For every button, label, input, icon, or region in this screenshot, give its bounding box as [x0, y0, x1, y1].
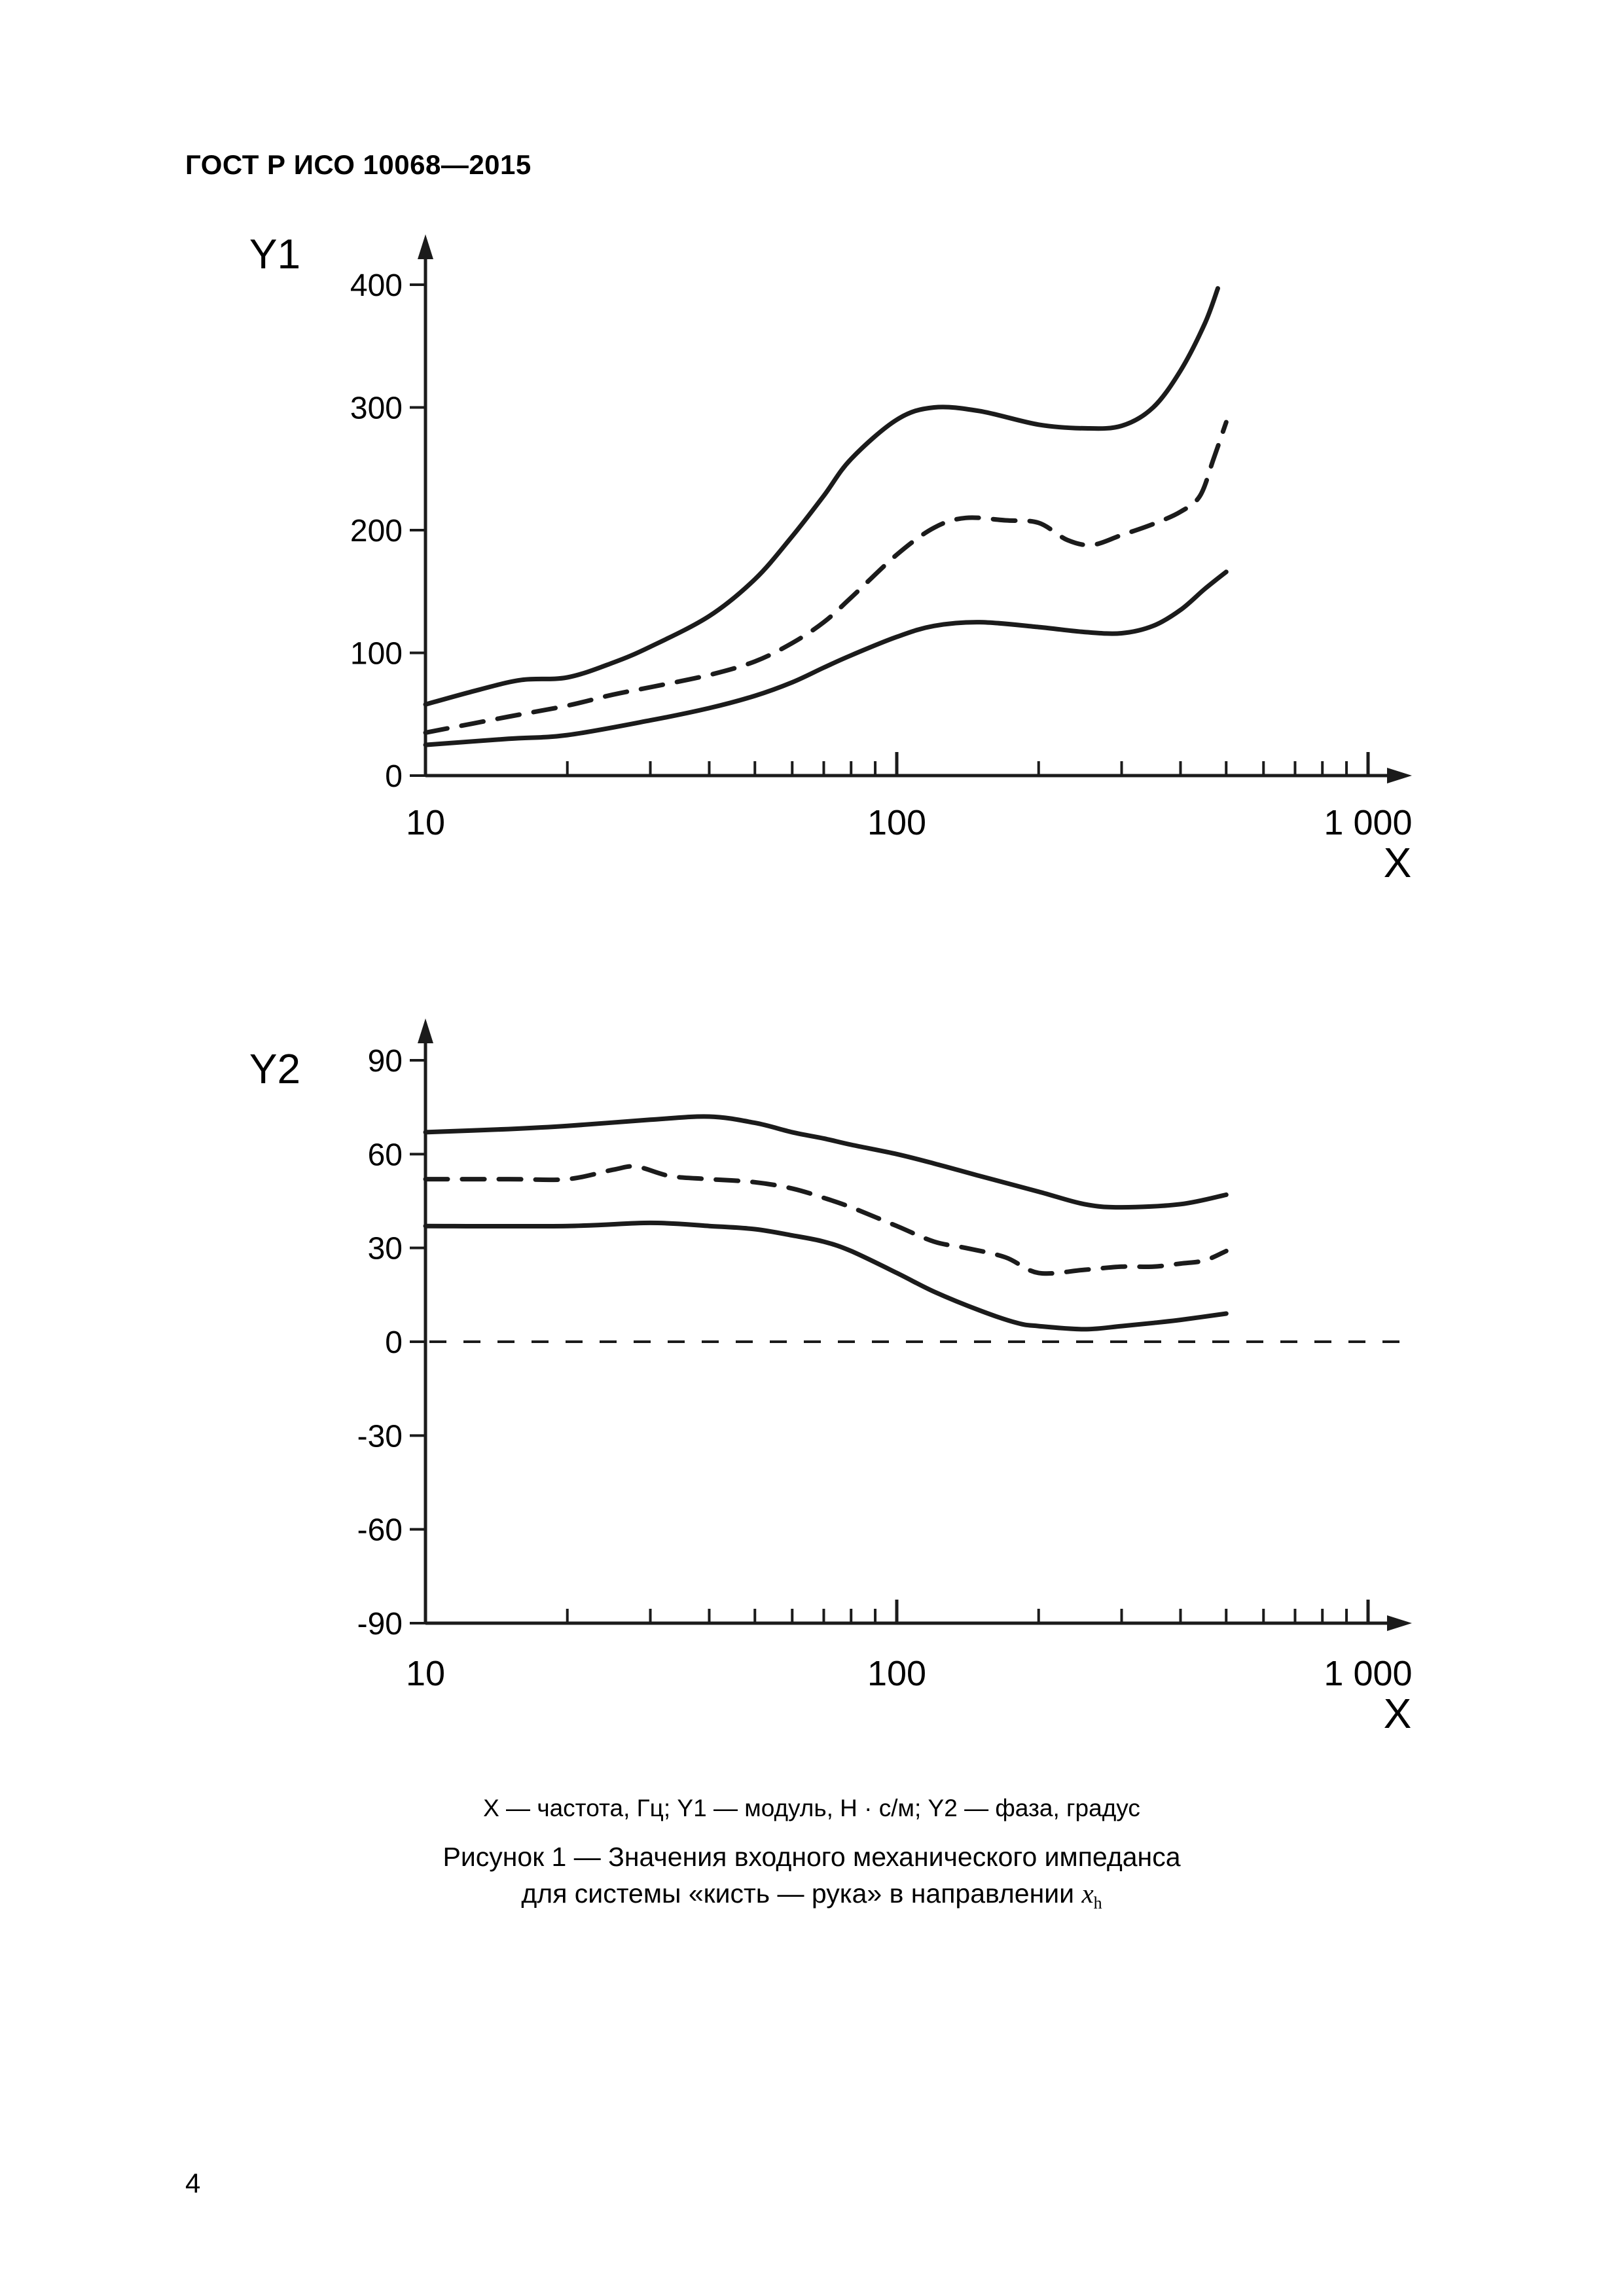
figure-captions: X — частота, Гц; Y1 — модуль, Н · с/м; Y…: [46, 1795, 1578, 1913]
x-axis-label: X: [1384, 1690, 1412, 1737]
lower-envelope-curve: [423, 1220, 1229, 1332]
y-tick-label: 300: [350, 391, 403, 426]
chart-y1-modulus: 10 100 1 000 0 100 200 300 400 X Y1: [249, 230, 1413, 886]
x-tick-label: 100: [867, 803, 926, 842]
y-axis-label: Y1: [249, 230, 300, 278]
y-tick-label: 60: [368, 1138, 403, 1172]
figure-caption-line2: для системы «кисть — рука» в направлении…: [46, 1878, 1578, 1913]
y-tick-label: -60: [357, 1513, 403, 1548]
x-tick-label: 10: [406, 803, 445, 842]
y-tick-label: 200: [350, 514, 403, 548]
mean-curve: [423, 420, 1229, 735]
x-axis-arrow-icon: [1387, 768, 1412, 783]
figure-caption-variable: x: [1081, 1878, 1094, 1909]
x-tick-label: 10: [406, 1654, 445, 1693]
mean-curve: [423, 1164, 1229, 1276]
x-tick-label: 1 000: [1324, 803, 1412, 842]
y-axis-label: Y2: [249, 1045, 300, 1092]
x-tick-label: 1 000: [1324, 1654, 1412, 1693]
y-tick-label: 400: [350, 268, 403, 303]
y-tick-label: 0: [385, 1325, 403, 1360]
x-axis-label: X: [1384, 839, 1412, 886]
upper-envelope-curve: [423, 1114, 1229, 1210]
y-tick-label: 30: [368, 1232, 403, 1266]
figure-caption-line1: Рисунок 1 — Значения входного механическ…: [442, 1842, 1181, 1872]
x-tick-label: 100: [867, 1654, 926, 1693]
upper-envelope-curve: [423, 286, 1220, 707]
y-tick-label: -30: [357, 1419, 403, 1454]
y-tick-label: 90: [368, 1044, 403, 1079]
figure-caption-variable-subscript: h: [1093, 1893, 1102, 1913]
figure-caption-line2-text: для системы «кисть — рука» в направлении: [521, 1878, 1082, 1909]
lower-envelope-curve: [423, 569, 1229, 747]
y-tick-label: 0: [385, 759, 403, 794]
page-number: 4: [185, 2168, 201, 2198]
y-tick-label: 100: [350, 637, 403, 672]
y-tick-label: -90: [357, 1607, 403, 1641]
document-header: ГОСТ Р ИСО 10068—2015: [185, 149, 532, 180]
y-axis-arrow-icon: [418, 234, 433, 259]
y-axis-arrow-icon: [418, 1018, 433, 1043]
figure-legend: X — частота, Гц; Y1 — модуль, Н · с/м; Y…: [483, 1795, 1140, 1821]
x-axis-arrow-icon: [1387, 1615, 1412, 1631]
chart-y2-phase: 10 100 1 000 -90 -60 -30 0 30 60 90 X Y2: [249, 1018, 1413, 1737]
